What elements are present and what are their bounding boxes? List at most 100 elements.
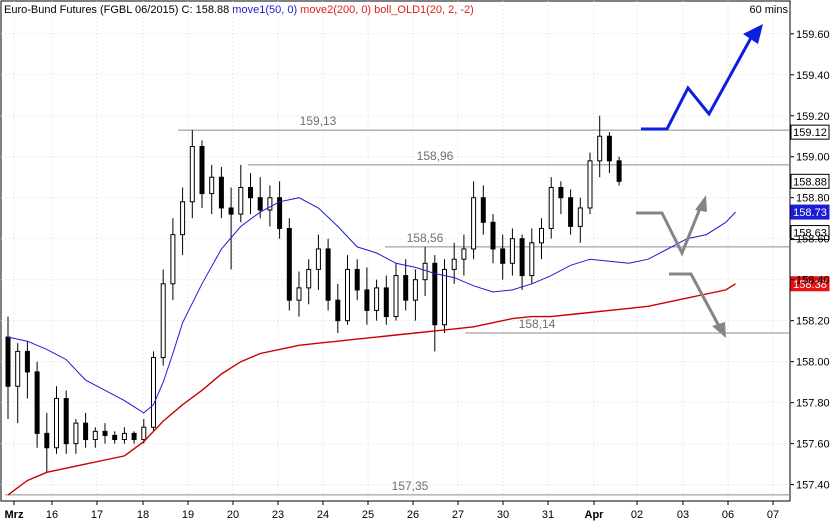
- level-label: 158,56: [407, 231, 444, 245]
- neutral-scenario-arrow: [636, 205, 703, 257]
- bearish-arrowhead: [712, 322, 726, 338]
- candle-body: [248, 186, 253, 199]
- legend-bollinger: boll_OLD1(20, 2, -2): [374, 4, 474, 16]
- ma50-line: [7, 197, 736, 414]
- candle-body: [315, 248, 321, 270]
- candle-body: [83, 422, 89, 441]
- x-tick-label: 16: [46, 509, 58, 521]
- level-label: 157,35: [392, 479, 429, 493]
- candle-body: [160, 283, 166, 359]
- level-label: 158,14: [519, 317, 556, 331]
- candle-body: [587, 160, 593, 209]
- x-tick-label: 26: [407, 509, 419, 521]
- ma200-line: [7, 283, 736, 496]
- bullish-scenario-arrow: [641, 35, 754, 131]
- candle-body: [306, 268, 312, 289]
- candle-body: [412, 279, 418, 301]
- x-tick-label: 24: [317, 509, 329, 521]
- y-tick-label: 157.40: [796, 480, 830, 492]
- x-tick-label: 02: [631, 509, 643, 521]
- candle-body: [277, 197, 283, 229]
- candle-body: [34, 371, 40, 434]
- price-tag-box: [790, 124, 830, 140]
- candle-body: [461, 248, 467, 260]
- x-tick-label: 30: [497, 509, 509, 521]
- close-price-label: C: 158.88: [182, 4, 230, 16]
- chart-title: Euro-Bund Futures (FGBL 06/2015): [4, 4, 178, 16]
- axes: Mrz 16 17 18 19 20 23 24 25 26 27 30 31 Apr 02 03 06 07 15…: [5, 29, 830, 521]
- x-tick-label: 19: [182, 509, 194, 521]
- x-tick-label: Apr: [585, 509, 605, 521]
- y-tick-label: 158.40: [796, 275, 830, 287]
- candle-body: [73, 422, 79, 445]
- candle-body: [151, 357, 156, 428]
- bearish-scenario-arrow: [669, 272, 722, 329]
- candle-body: [131, 432, 137, 441]
- plot-frame: [0, 0, 791, 502]
- candle-body: [102, 430, 108, 436]
- candle-body: [335, 299, 341, 322]
- candle-body: [5, 336, 11, 387]
- candle-body: [345, 268, 350, 322]
- legend-ma50: move1(50, 0): [232, 4, 297, 16]
- moving-averages: [7, 197, 736, 496]
- candle-body: [92, 430, 98, 441]
- candle-body: [519, 238, 525, 277]
- legend-ma200: move2(200, 0): [300, 4, 371, 16]
- y-tick-label: 158.00: [796, 357, 830, 369]
- candle-body: [422, 262, 428, 281]
- candle-body: [121, 432, 127, 441]
- y-tick-label: 159.20: [796, 111, 830, 123]
- candle-body: [199, 145, 205, 195]
- price-tags: 159.12 158.88 158.73 158.63 158.38: [790, 124, 830, 292]
- candle-body: [180, 201, 186, 236]
- candle-body: [374, 287, 380, 311]
- price-tag-label: 158.38: [793, 279, 827, 291]
- x-tick-label: 03: [677, 509, 689, 521]
- candle-body: [209, 176, 215, 195]
- candle-body: [548, 186, 554, 229]
- candle-body: [238, 186, 244, 215]
- candle-body: [480, 197, 486, 223]
- candle-body: [471, 197, 477, 250]
- y-tick-label: 158.60: [796, 234, 830, 246]
- price-tag-box: [790, 204, 830, 220]
- candle-body: [189, 145, 195, 203]
- level-label: 159,13: [300, 114, 337, 128]
- candle-body: [451, 258, 457, 270]
- candle-body: [63, 398, 69, 445]
- candle-body: [577, 207, 583, 227]
- price-tag-label: 159.12: [793, 127, 827, 139]
- candle-body: [568, 197, 574, 227]
- svg-text:Euro-Bund Futures (FGBL 06/201: Euro-Bund Futures (FGBL 06/2015) C: 158.…: [4, 4, 474, 16]
- candle-body: [296, 287, 302, 301]
- x-tick-label: 25: [362, 509, 374, 521]
- y-tick-label: 157.80: [796, 398, 830, 410]
- candle-body: [354, 268, 360, 291]
- candle-body: [257, 197, 263, 211]
- y-tick-label: 157.60: [796, 439, 830, 451]
- candle-body: [44, 432, 50, 449]
- x-tick-label: 31: [542, 509, 554, 521]
- candle-body: [286, 227, 292, 301]
- y-tick-label: 159.40: [796, 70, 830, 82]
- candle-body: [54, 398, 59, 449]
- candle-body: [432, 262, 438, 326]
- candle-body: [616, 160, 622, 182]
- candle-body: [267, 197, 273, 211]
- candle-body: [539, 227, 544, 244]
- y-tick-label: 158.20: [796, 316, 830, 328]
- price-tag-box: [790, 173, 830, 189]
- grid: [1, 1, 790, 501]
- candle-body: [442, 268, 447, 326]
- x-tick-label: 17: [91, 509, 103, 521]
- candle-body: [509, 238, 515, 264]
- x-tick-label: 18: [137, 509, 149, 521]
- candle-body: [606, 135, 612, 162]
- candle-body: [24, 350, 30, 373]
- y-tick-label: 159.00: [796, 152, 830, 164]
- price-tag-box: [790, 225, 830, 241]
- candle-body: [141, 426, 147, 441]
